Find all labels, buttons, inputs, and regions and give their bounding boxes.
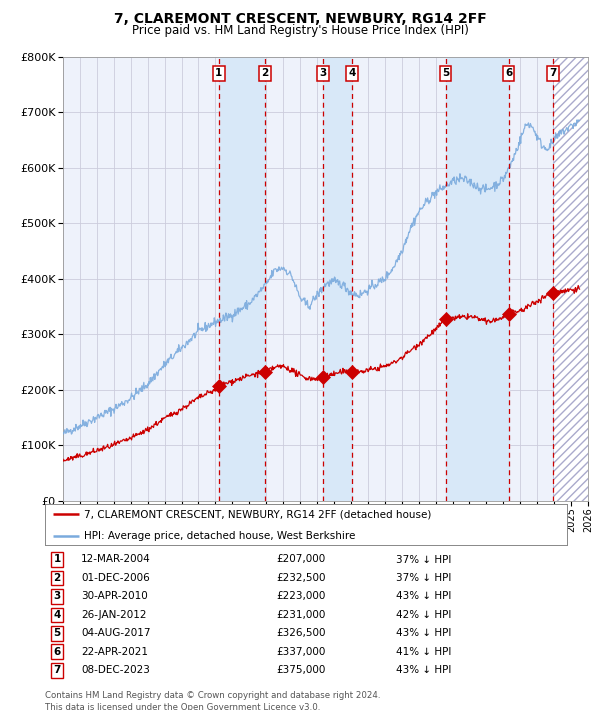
Text: 3: 3	[53, 591, 61, 601]
Text: 1: 1	[215, 68, 222, 78]
Text: 12-MAR-2004: 12-MAR-2004	[81, 555, 151, 564]
Bar	[218, 57, 265, 501]
Text: 43% ↓ HPI: 43% ↓ HPI	[396, 628, 451, 638]
Text: 22-APR-2021: 22-APR-2021	[81, 647, 148, 657]
Bar	[553, 57, 588, 501]
Text: Price paid vs. HM Land Registry's House Price Index (HPI): Price paid vs. HM Land Registry's House …	[131, 24, 469, 37]
Text: Contains HM Land Registry data © Crown copyright and database right 2024.: Contains HM Land Registry data © Crown c…	[45, 691, 380, 699]
Text: HPI: Average price, detached house, West Berkshire: HPI: Average price, detached house, West…	[84, 531, 356, 541]
Text: 2: 2	[53, 573, 61, 583]
Text: 4: 4	[53, 610, 61, 620]
Text: 6: 6	[53, 647, 61, 657]
Text: 30-APR-2010: 30-APR-2010	[81, 591, 148, 601]
Text: £326,500: £326,500	[276, 628, 325, 638]
Text: £207,000: £207,000	[276, 555, 325, 564]
Text: 01-DEC-2006: 01-DEC-2006	[81, 573, 150, 583]
Text: 5: 5	[53, 628, 61, 638]
Text: 7, CLAREMONT CRESCENT, NEWBURY, RG14 2FF: 7, CLAREMONT CRESCENT, NEWBURY, RG14 2FF	[113, 12, 487, 26]
Text: £337,000: £337,000	[276, 647, 325, 657]
Text: 08-DEC-2023: 08-DEC-2023	[81, 665, 150, 675]
Text: 42% ↓ HPI: 42% ↓ HPI	[396, 610, 451, 620]
Text: £375,000: £375,000	[276, 665, 325, 675]
Text: £231,000: £231,000	[276, 610, 325, 620]
Text: 41% ↓ HPI: 41% ↓ HPI	[396, 647, 451, 657]
Text: 04-AUG-2017: 04-AUG-2017	[81, 628, 151, 638]
Text: This data is licensed under the Open Government Licence v3.0.: This data is licensed under the Open Gov…	[45, 704, 320, 710]
Text: £223,000: £223,000	[276, 591, 325, 601]
Bar	[323, 57, 352, 501]
Text: 6: 6	[505, 68, 512, 78]
Text: 7, CLAREMONT CRESCENT, NEWBURY, RG14 2FF (detached house): 7, CLAREMONT CRESCENT, NEWBURY, RG14 2FF…	[84, 509, 431, 520]
Bar	[446, 57, 509, 501]
Text: 43% ↓ HPI: 43% ↓ HPI	[396, 665, 451, 675]
Text: 7: 7	[549, 68, 557, 78]
Text: 1: 1	[53, 555, 61, 564]
Text: 37% ↓ HPI: 37% ↓ HPI	[396, 573, 451, 583]
Text: 37% ↓ HPI: 37% ↓ HPI	[396, 555, 451, 564]
Text: 43% ↓ HPI: 43% ↓ HPI	[396, 591, 451, 601]
Text: 3: 3	[319, 68, 326, 78]
Text: 26-JAN-2012: 26-JAN-2012	[81, 610, 146, 620]
Text: 5: 5	[442, 68, 449, 78]
Text: 2: 2	[261, 68, 268, 78]
Text: £232,500: £232,500	[276, 573, 325, 583]
Text: 4: 4	[349, 68, 356, 78]
Text: 7: 7	[53, 665, 61, 675]
